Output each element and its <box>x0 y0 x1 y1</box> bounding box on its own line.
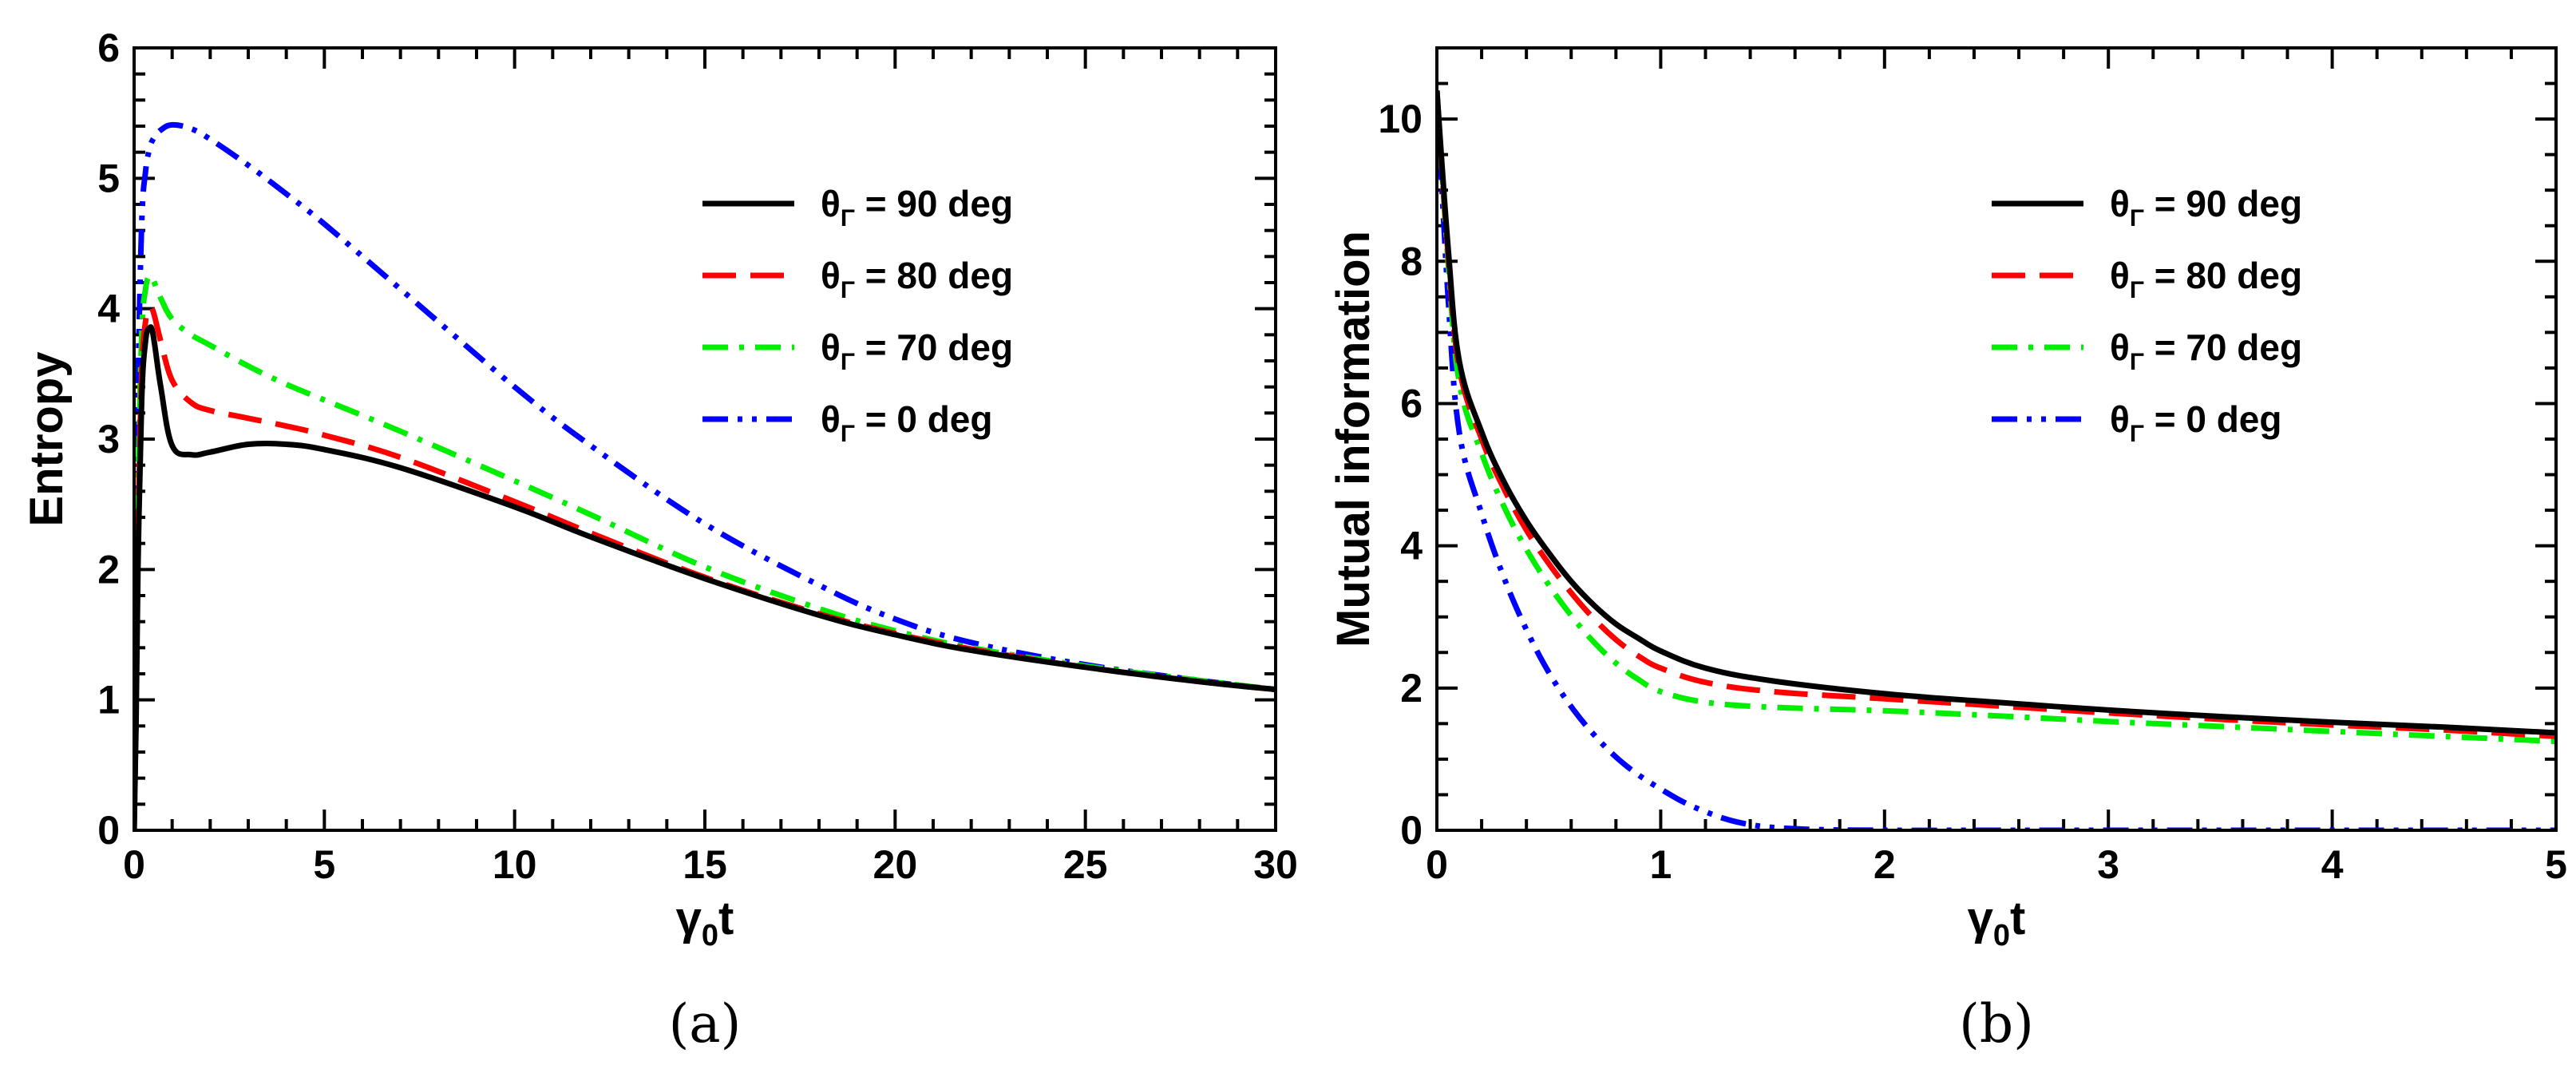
x-axis-title-subscript: 0 <box>1993 919 2010 952</box>
series-line--80-deg <box>1437 90 2556 739</box>
legend-entry: θΓ = 80 deg <box>821 255 1013 303</box>
series-line--0-deg <box>134 121 1276 830</box>
series-layer-b <box>1437 90 2556 830</box>
axes-ticks-a: 0 5 10 15 20 25 30 0 1 2 3 4 5 6 <box>97 26 1298 887</box>
x-axis-title-t: t <box>2010 893 2025 944</box>
x-tick-label: 5 <box>2545 842 2567 887</box>
y-tick-label: 0 <box>97 808 120 853</box>
panel-label-b: (b) <box>1959 993 2034 1055</box>
x-tick-label: 5 <box>313 842 335 887</box>
y-tick-label: 8 <box>1400 239 1423 283</box>
legend-entry: θΓ = 90 deg <box>821 183 1013 232</box>
plot-frame-b <box>1435 46 2558 832</box>
x-axis-title-subscript: 0 <box>702 919 718 952</box>
y-tick-label: 10 <box>1378 97 1423 141</box>
legend-b: θΓ = 90 deg θΓ = 80 deg θΓ = 70 deg θΓ = 0 … <box>1992 183 2302 447</box>
series-line--70-deg <box>134 272 1276 830</box>
legend-entry: θΓ = 70 deg <box>821 327 1013 375</box>
x-tick-label: 20 <box>873 842 918 887</box>
legend-entry: θΓ = 0 deg <box>821 398 993 447</box>
y-tick-label: 6 <box>97 26 120 70</box>
chart-entropy: 0 5 10 15 20 25 30 0 1 2 3 4 5 6 θΓ = 90 deg θΓ = 80 d… <box>21 26 1298 1055</box>
x-tick-label: 10 <box>493 842 537 887</box>
x-axis-title-t: t <box>718 893 734 944</box>
legend-a: θΓ = 90 deg θΓ = 80 deg θΓ = 70 deg θΓ = 0 … <box>702 183 1013 447</box>
series-line--80-deg <box>134 304 1276 830</box>
plot-frame-a <box>133 46 1277 832</box>
y-tick-label: 2 <box>97 547 120 592</box>
legend-entry: θΓ = 70 deg <box>2110 327 2302 375</box>
axes-ticks-b: 0 1 2 3 4 5 0 2 4 6 8 10 <box>1378 46 2567 887</box>
x-axis-title-gamma: γ <box>1968 893 1994 944</box>
series-line--90-deg <box>1437 90 2556 736</box>
y-tick-label: 0 <box>1400 808 1423 853</box>
legend-entry: θΓ = 90 deg <box>2110 183 2302 232</box>
x-axis-title-gamma: γ <box>676 893 702 944</box>
legend-entry: θΓ = 80 deg <box>2110 255 2302 303</box>
legend-entry: θΓ = 0 deg <box>2110 398 2282 447</box>
x-tick-label: 0 <box>1426 842 1448 887</box>
panel-label-a: (a) <box>669 993 742 1055</box>
y-tick-label: 4 <box>97 287 120 331</box>
series-line--0-deg <box>1437 90 2556 830</box>
x-tick-label: 1 <box>1649 842 1672 887</box>
y-tick-label: 5 <box>97 156 120 200</box>
series-line--70-deg <box>1437 90 2556 745</box>
y-tick-label: 3 <box>97 417 120 461</box>
y-tick-label: 1 <box>97 678 120 723</box>
x-tick-label: 4 <box>2321 842 2344 887</box>
x-tick-label: 15 <box>683 842 727 887</box>
series-line--90-deg <box>134 324 1276 830</box>
y-axis-title-b: Mutual information <box>1328 231 1379 647</box>
series-layer-a <box>134 121 1276 830</box>
x-tick-label: 3 <box>2097 842 2119 887</box>
y-tick-label: 6 <box>1400 381 1423 426</box>
y-tick-label: 2 <box>1400 666 1423 711</box>
y-axis-title-a: Entropy <box>21 351 73 526</box>
x-tick-label: 30 <box>1253 842 1298 887</box>
y-tick-label: 4 <box>1400 524 1423 568</box>
x-axis-title-b: γ0t <box>1968 893 2026 952</box>
x-tick-label: 25 <box>1063 842 1108 887</box>
x-tick-label: 2 <box>1874 842 1896 887</box>
x-axis-title-a: γ0t <box>676 893 734 952</box>
x-tick-label: 0 <box>123 842 145 887</box>
